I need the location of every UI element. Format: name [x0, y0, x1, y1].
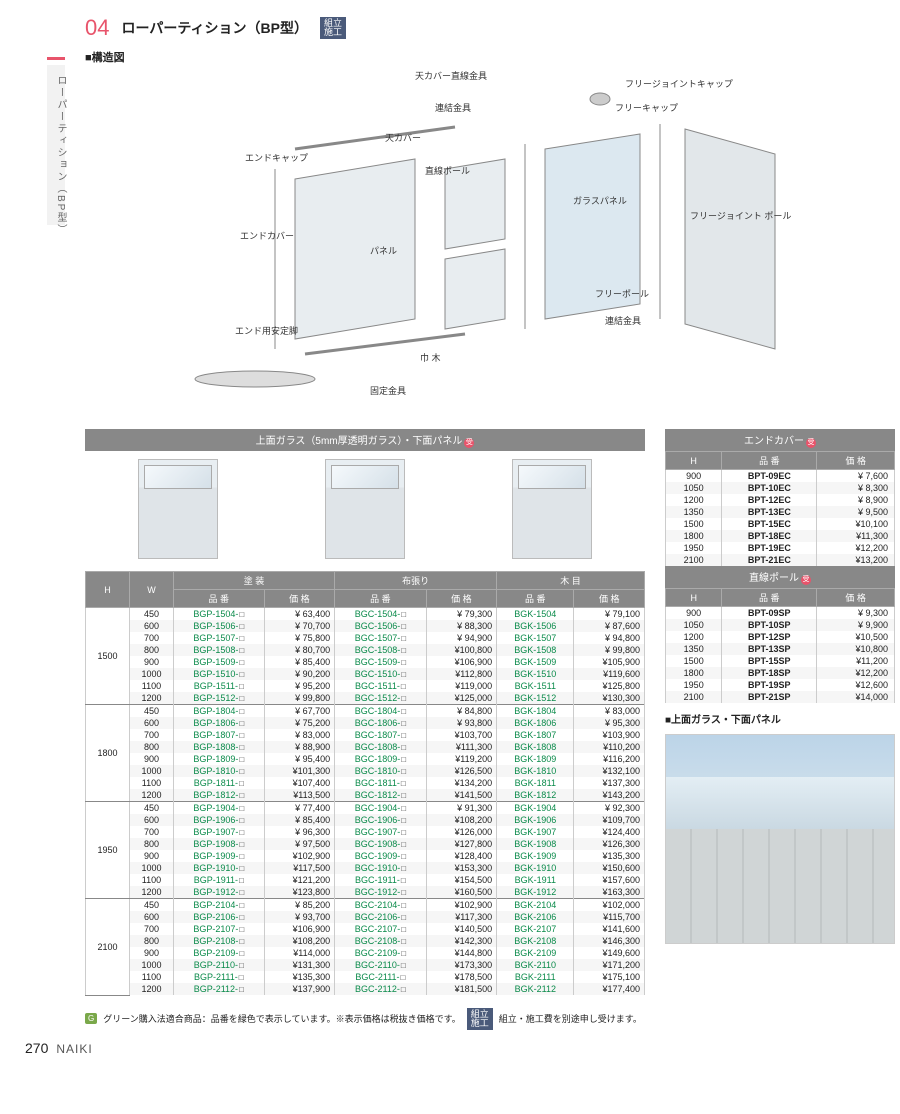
side-price-table: H品 番価 格900BPT-09EC¥ 7,6001050BPT-10EC¥ 8…: [665, 451, 895, 566]
page-number: 270: [25, 1040, 48, 1056]
diagram-label: フリーキャップ: [615, 101, 678, 114]
green-mark-icon: G: [85, 1013, 97, 1024]
main-table-title: 上面ガラス（5mm厚透明ガラス）・下面パネル受: [85, 429, 645, 451]
diagram-label: フリージョイントキャップ: [625, 77, 733, 90]
photo-label: ■上面ガラス・下面パネル: [665, 711, 895, 726]
diagram-label: エンドカバー: [240, 229, 294, 242]
footer-badge: 組立 施工: [467, 1008, 493, 1030]
price-table-main: HW塗 装布張り木 目品 番価 格品 番価 格品 番価 格1500450BGP-…: [85, 571, 645, 996]
side-accent: [47, 57, 65, 60]
exploded-diagram: 天カバー直線金具連結金具天カバーエンドキャップ直線ポールガラスパネルフリージョイ…: [155, 69, 775, 409]
footer-note: G グリーン購入法適合商品：品番を緑色で表示しています。※表示価格は税抜き価格で…: [85, 1008, 875, 1030]
brand-name: NAIKI: [56, 1042, 92, 1056]
side-price-table: H品 番価 格900BPT-09SP¥ 9,3001050BPT-10SP¥ 9…: [665, 588, 895, 703]
side-label: ローパーティション（BP型）: [53, 75, 68, 236]
diagram-label: 天カバー: [385, 131, 421, 144]
panel-thumb: [325, 459, 405, 559]
diagram-label: エンド用安定脚: [235, 324, 298, 337]
diagram-label: ガラスパネル: [573, 194, 627, 207]
main-table-column: 上面ガラス（5mm厚透明ガラス）・下面パネル受 HW塗 装布張り木 目品 番価 …: [85, 429, 645, 996]
diagram-label: フリージョイント ポール: [690, 209, 791, 222]
footer-text-2: 組立・施工費を別途申し受けます。: [499, 1012, 642, 1025]
diagram-label: 直線ポール: [425, 164, 470, 177]
diagram-label: エンドキャップ: [245, 151, 308, 164]
diagram-heading: ■構造図: [85, 49, 875, 65]
page-title: ローパーティション（BP型）: [121, 18, 307, 38]
page-footer: 270 NAIKI: [25, 1040, 875, 1056]
side-table-title: 直線ポール受: [665, 566, 895, 588]
side-table-title: エンドカバー受: [665, 429, 895, 451]
diagram-label: 固定金具: [370, 384, 406, 397]
diagram-label: 連結金具: [605, 314, 641, 327]
assembly-badge: 組立 施工: [320, 17, 346, 39]
diagram-label: パネル: [370, 244, 397, 257]
thumbnail-row: [85, 451, 645, 571]
diagram-label: 連結金具: [435, 101, 471, 114]
diagram-label: 天カバー直線金具: [415, 69, 487, 82]
side-table-column: エンドカバー受H品 番価 格900BPT-09EC¥ 7,6001050BPT-…: [665, 429, 895, 996]
diagram-label: フリーポール: [595, 287, 649, 300]
section-number: 04: [85, 15, 109, 41]
footer-text-1: グリーン購入法適合商品：品番を緑色で表示しています。※表示価格は税抜き価格です。: [103, 1012, 460, 1025]
product-photo: [665, 734, 895, 944]
panel-thumb: [138, 459, 218, 559]
page-header: 04 ローパーティション（BP型） 組立 施工: [85, 15, 875, 41]
diagram-label: 巾 木: [420, 351, 441, 364]
panel-thumb: [512, 459, 592, 559]
